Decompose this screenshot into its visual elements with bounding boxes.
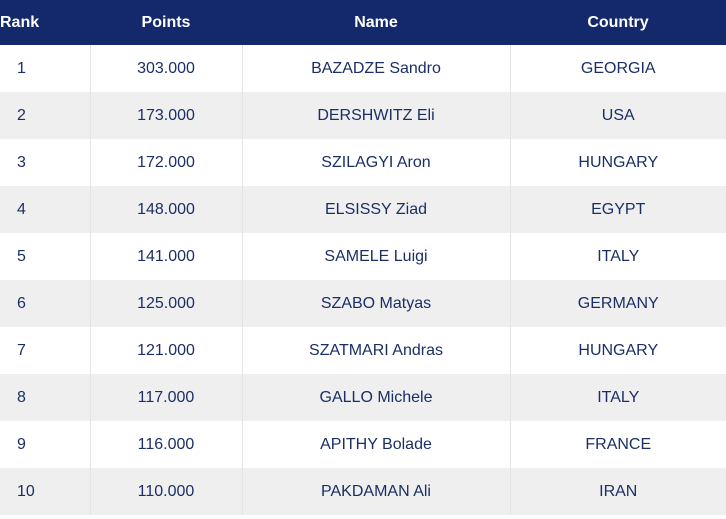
table-row: 1 303.000 BAZADZE Sandro GEORGIA — [0, 45, 726, 92]
table-row: 3 172.000 SZILAGYI Aron HUNGARY — [0, 139, 726, 186]
points-cell: 116.000 — [90, 421, 243, 468]
country-cell: ITALY — [597, 247, 640, 265]
country-cell: HUNGARY — [578, 153, 659, 171]
table-row: 5 141.000 SAMELE Luigi ITALY — [0, 233, 726, 280]
rank-cell: 3 — [0, 139, 91, 186]
points-cell: 173.000 — [90, 92, 243, 139]
country-cell: USA — [601, 106, 635, 124]
points-cell: 148.000 — [90, 186, 243, 233]
country-cell: FRANCE — [585, 435, 652, 453]
rank-cell: 5 — [0, 233, 91, 280]
column-header-points[interactable]: Points — [141, 13, 191, 31]
rank-cell: 4 — [0, 186, 91, 233]
name-cell: PAKDAMAN Ali — [242, 468, 511, 515]
rank-cell: 1 — [0, 45, 91, 92]
country-cell: HUNGARY — [578, 341, 659, 359]
points-cell: 121.000 — [90, 327, 243, 374]
table-row: 7 121.000 SZATMARI Andras HUNGARY — [0, 327, 726, 374]
country-cell: GEORGIA — [580, 59, 656, 77]
rank-cell: 9 — [0, 421, 91, 468]
points-cell: 172.000 — [90, 139, 243, 186]
table-body: 1 303.000 BAZADZE Sandro GEORGIA 2 173.0… — [0, 45, 726, 515]
name-cell: SZATMARI Andras — [242, 327, 511, 374]
table-header: Rank Points Name Country — [0, 0, 726, 45]
header-row: Rank Points Name Country — [0, 0, 726, 45]
table-row: 2 173.000 DERSHWITZ Eli USA — [0, 92, 726, 139]
name-cell: DERSHWITZ Eli — [242, 92, 511, 139]
country-cell: EGYPT — [591, 200, 646, 218]
rank-cell: 7 — [0, 327, 91, 374]
name-cell: ELSISSY Ziad — [242, 186, 511, 233]
column-header-rank[interactable]: Rank — [0, 13, 40, 31]
name-cell: BAZADZE Sandro — [242, 45, 511, 92]
name-cell: SZILAGYI Aron — [242, 139, 511, 186]
country-cell: ITALY — [597, 388, 640, 406]
table-row: 4 148.000 ELSISSY Ziad EGYPT — [0, 186, 726, 233]
table-row: 10 110.000 PAKDAMAN Ali IRAN — [0, 468, 726, 515]
points-cell: 110.000 — [90, 468, 243, 515]
points-cell: 141.000 — [90, 233, 243, 280]
rank-cell: 2 — [0, 92, 91, 139]
column-header-name[interactable]: Name — [354, 13, 398, 31]
name-cell: APITHY Bolade — [242, 421, 511, 468]
table-row: 6 125.000 SZABO Matyas GERMANY — [0, 280, 726, 327]
points-cell: 117.000 — [90, 374, 243, 421]
points-cell: 303.000 — [90, 45, 243, 92]
name-cell: GALLO Michele — [242, 374, 511, 421]
name-cell: SZABO Matyas — [242, 280, 511, 327]
name-cell: SAMELE Luigi — [242, 233, 511, 280]
points-cell: 125.000 — [90, 280, 243, 327]
country-cell: GERMANY — [577, 294, 659, 312]
rank-cell: 10 — [0, 468, 91, 515]
rank-cell: 8 — [0, 374, 91, 421]
country-cell: IRAN — [599, 482, 638, 500]
rank-cell: 6 — [0, 280, 91, 327]
column-header-country[interactable]: Country — [587, 13, 649, 31]
table-row: 8 117.000 GALLO Michele ITALY — [0, 374, 726, 421]
table-row: 9 116.000 APITHY Bolade FRANCE — [0, 421, 726, 468]
